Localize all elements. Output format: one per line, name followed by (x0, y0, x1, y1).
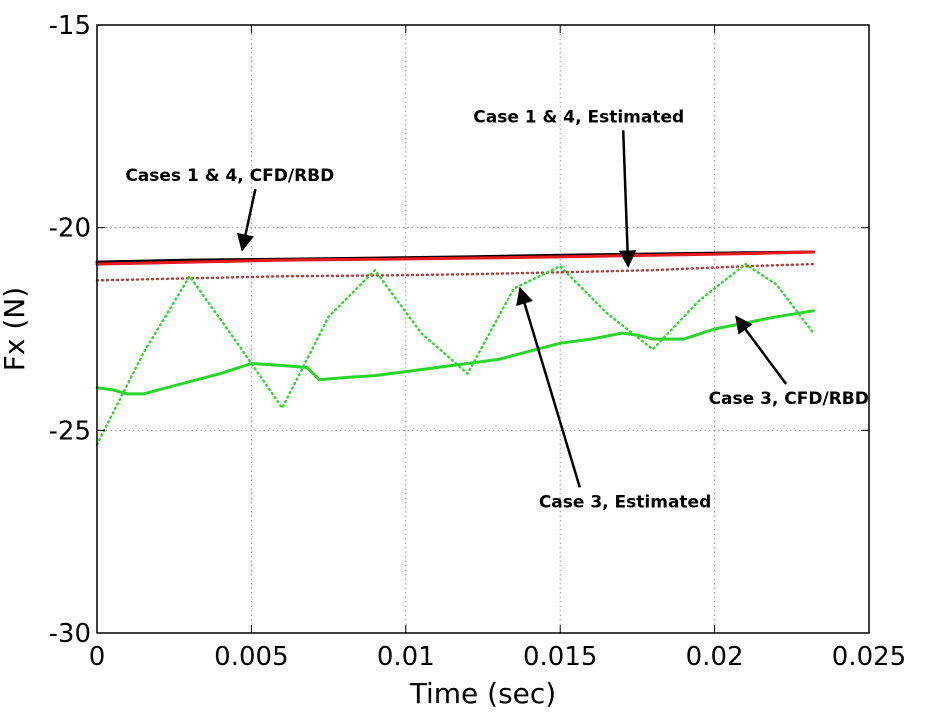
annotation-arrow (735, 315, 788, 385)
annotations: Case 1 & 4, Estimated Cases 1 & 4, CFD/RB… (125, 107, 869, 512)
x-tick-label: 0 (89, 642, 106, 672)
y-tick-label: -15 (49, 11, 91, 41)
ticks: 0 0.005 0.01 0.015 0.02 0.025 -30 -25 -20 -15 (49, 11, 907, 672)
x-tick-label: 0.025 (832, 642, 906, 672)
y-tick-label: -20 (49, 214, 91, 244)
y-tick-label: -30 (49, 619, 91, 649)
series-line-4 (95, 309, 815, 396)
annotation-arrow (516, 286, 581, 488)
annotation-arrow (236, 188, 257, 252)
plot-frame (96, 24, 870, 634)
x-tick-label: 0.01 (377, 642, 435, 672)
annotation-label: Cases 1 & 4, CFD/RBD (125, 166, 334, 186)
series-line-3 (95, 262, 815, 282)
y-tick-label: -25 (49, 416, 91, 446)
x-tick-label: 0.015 (523, 642, 597, 672)
series-line-5 (95, 262, 815, 446)
annotation-label: Case 3, CFD/RBD (709, 389, 869, 409)
annotation-arrow (618, 130, 637, 268)
x-tick-label: 0.005 (214, 642, 288, 672)
x-tick-label: 0.02 (686, 642, 744, 672)
y-axis-label: Fx (N) (0, 287, 31, 371)
x-axis-label: Time (sec) (409, 677, 556, 710)
annotation-label: Case 3, Estimated (539, 492, 711, 512)
series-group (95, 250, 815, 446)
series-line-2 (95, 250, 815, 266)
annotation-label: Case 1 & 4, Estimated (473, 107, 684, 127)
